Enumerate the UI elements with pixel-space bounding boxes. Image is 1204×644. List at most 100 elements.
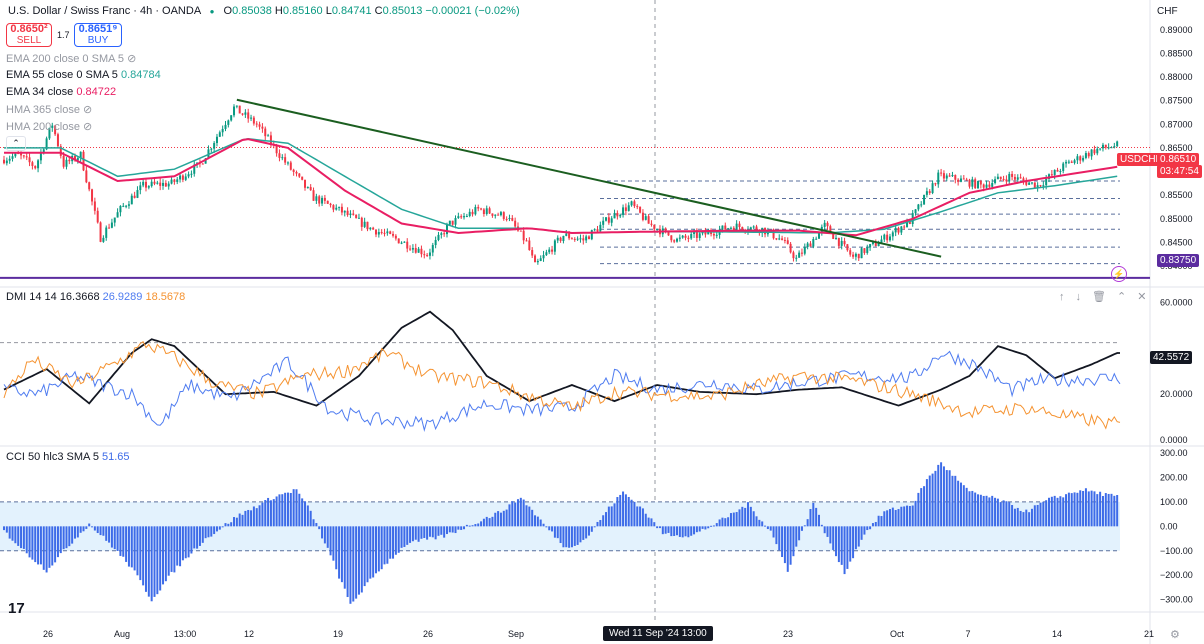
collapse-icon[interactable]: ⌃ bbox=[1116, 291, 1138, 303]
eye-off-icon[interactable]: ⊘ bbox=[83, 104, 93, 116]
candle-body bbox=[68, 159, 71, 162]
legend-ema55[interactable]: EMA 55 close 0 SMA 5 0.84784 bbox=[6, 69, 161, 81]
legend-dmi[interactable]: DMI 14 14 16.3668 26.9289 18.5678 bbox=[6, 291, 185, 303]
candle-body bbox=[110, 222, 113, 228]
move-up-icon[interactable]: ↑ bbox=[1059, 291, 1076, 303]
cci-bar bbox=[428, 526, 431, 537]
cci-bar bbox=[306, 505, 309, 527]
cci-bar bbox=[840, 526, 843, 565]
candle-body bbox=[14, 153, 17, 157]
ema55-value: 0.84784 bbox=[120, 69, 161, 81]
cci-bar bbox=[335, 526, 338, 570]
cci-bar bbox=[31, 526, 34, 560]
dmi-adx-line bbox=[3, 310, 1120, 407]
alert-icon[interactable]: ⚡ bbox=[1111, 266, 1127, 282]
cci-bar bbox=[917, 492, 920, 527]
close-icon[interactable]: ✕ bbox=[1137, 291, 1158, 303]
cci-bar bbox=[1028, 512, 1031, 527]
move-down-icon[interactable]: ↓ bbox=[1075, 291, 1092, 303]
cci-bar bbox=[343, 526, 346, 589]
cci-bar bbox=[568, 526, 571, 548]
cci-bar bbox=[156, 526, 159, 595]
legend-hma200[interactable]: HMA 200 close ⊘ bbox=[6, 120, 92, 133]
candle-body bbox=[238, 105, 241, 114]
collapse-legend-button[interactable]: ⌃ bbox=[6, 136, 26, 151]
cci-bar bbox=[832, 526, 835, 550]
cci-bar bbox=[144, 526, 147, 592]
cci-bar bbox=[176, 526, 179, 566]
ohlc-close: 0.85013 bbox=[382, 5, 423, 17]
cci-bar bbox=[721, 517, 724, 527]
cci-bar bbox=[82, 526, 85, 532]
legend-ema200[interactable]: EMA 200 close 0 SMA 5 ⊘ bbox=[6, 52, 136, 65]
candle-body bbox=[170, 179, 173, 184]
dmi-adx-value: 16.3668 bbox=[59, 291, 100, 303]
dmi-tick-label: 60.0000 bbox=[1160, 298, 1193, 308]
cci-bar bbox=[173, 526, 176, 573]
settings-gear-icon[interactable]: ⚙ bbox=[1170, 629, 1180, 641]
cci-bar bbox=[789, 526, 792, 565]
cci-bar bbox=[766, 526, 769, 530]
candle-body bbox=[817, 232, 820, 239]
eye-off-icon[interactable]: ⊘ bbox=[83, 121, 93, 133]
candle-body bbox=[948, 175, 951, 177]
tradingview-logo[interactable]: 17 bbox=[8, 600, 25, 617]
candle-body bbox=[863, 248, 866, 253]
delete-icon[interactable]: 🗑 bbox=[1092, 291, 1117, 303]
cci-bar bbox=[965, 487, 968, 527]
candle-body bbox=[928, 191, 931, 194]
cci-bar bbox=[502, 510, 505, 527]
cci-bar bbox=[883, 511, 886, 527]
candle-body bbox=[102, 237, 105, 242]
cci-bar bbox=[534, 515, 537, 527]
cci-bar bbox=[119, 526, 122, 556]
cci-bar bbox=[1005, 501, 1008, 527]
legend-ema34[interactable]: EMA 34 close 0.84722 bbox=[6, 86, 116, 98]
candle-body bbox=[1082, 157, 1085, 161]
buy-button[interactable]: 0.8651⁹ BUY bbox=[74, 23, 122, 47]
cci-bar bbox=[712, 525, 715, 527]
candle-body bbox=[962, 178, 965, 180]
candle-body bbox=[474, 207, 477, 215]
candle-body bbox=[923, 194, 926, 205]
candle-body bbox=[54, 125, 57, 135]
candle-body bbox=[59, 146, 62, 156]
candle-body bbox=[463, 216, 466, 218]
candle-body bbox=[1087, 153, 1090, 157]
cci-bar bbox=[340, 526, 343, 583]
cci-bar bbox=[783, 526, 786, 564]
eye-off-icon[interactable]: ⊘ bbox=[127, 53, 137, 65]
candle-body bbox=[849, 250, 852, 255]
candle-body bbox=[860, 248, 863, 259]
price-tick-label: 0.88000 bbox=[1160, 72, 1193, 82]
candle-body bbox=[147, 186, 150, 188]
candle-body bbox=[772, 230, 775, 239]
candle-body bbox=[392, 233, 395, 236]
cci-bar bbox=[1087, 491, 1090, 527]
legend-cci[interactable]: CCI 50 hlc3 SMA 5 51.65 bbox=[6, 451, 130, 463]
candle-body bbox=[622, 207, 625, 215]
cci-bar bbox=[959, 482, 962, 527]
candle-body bbox=[411, 247, 414, 250]
cci-bar bbox=[531, 509, 534, 527]
cci-bar bbox=[261, 502, 264, 527]
candle-body bbox=[1019, 177, 1022, 179]
cci-bar bbox=[5, 526, 8, 533]
candle-body bbox=[312, 190, 315, 201]
candle-body bbox=[176, 179, 179, 182]
cci-bar bbox=[468, 525, 471, 527]
pane-toolbar: ↑↓🗑⌃✕ bbox=[1059, 290, 1157, 303]
candle-body bbox=[397, 238, 400, 244]
symbol-title[interactable]: U.S. Dollar / Swiss Franc · 4h · OANDA bbox=[8, 5, 201, 17]
legend-hma365[interactable]: HMA 365 close ⊘ bbox=[6, 103, 92, 116]
cci-bar bbox=[1062, 497, 1065, 527]
time-axis-label: 19 bbox=[333, 629, 343, 639]
cci-bar bbox=[440, 526, 443, 535]
currency-label[interactable]: CHF bbox=[1157, 6, 1178, 17]
cci-bar bbox=[250, 510, 253, 527]
sell-button[interactable]: 0.8650² SELL bbox=[6, 23, 52, 47]
candle-body bbox=[428, 252, 431, 256]
cci-bar bbox=[985, 495, 988, 527]
candle-body bbox=[727, 228, 730, 230]
